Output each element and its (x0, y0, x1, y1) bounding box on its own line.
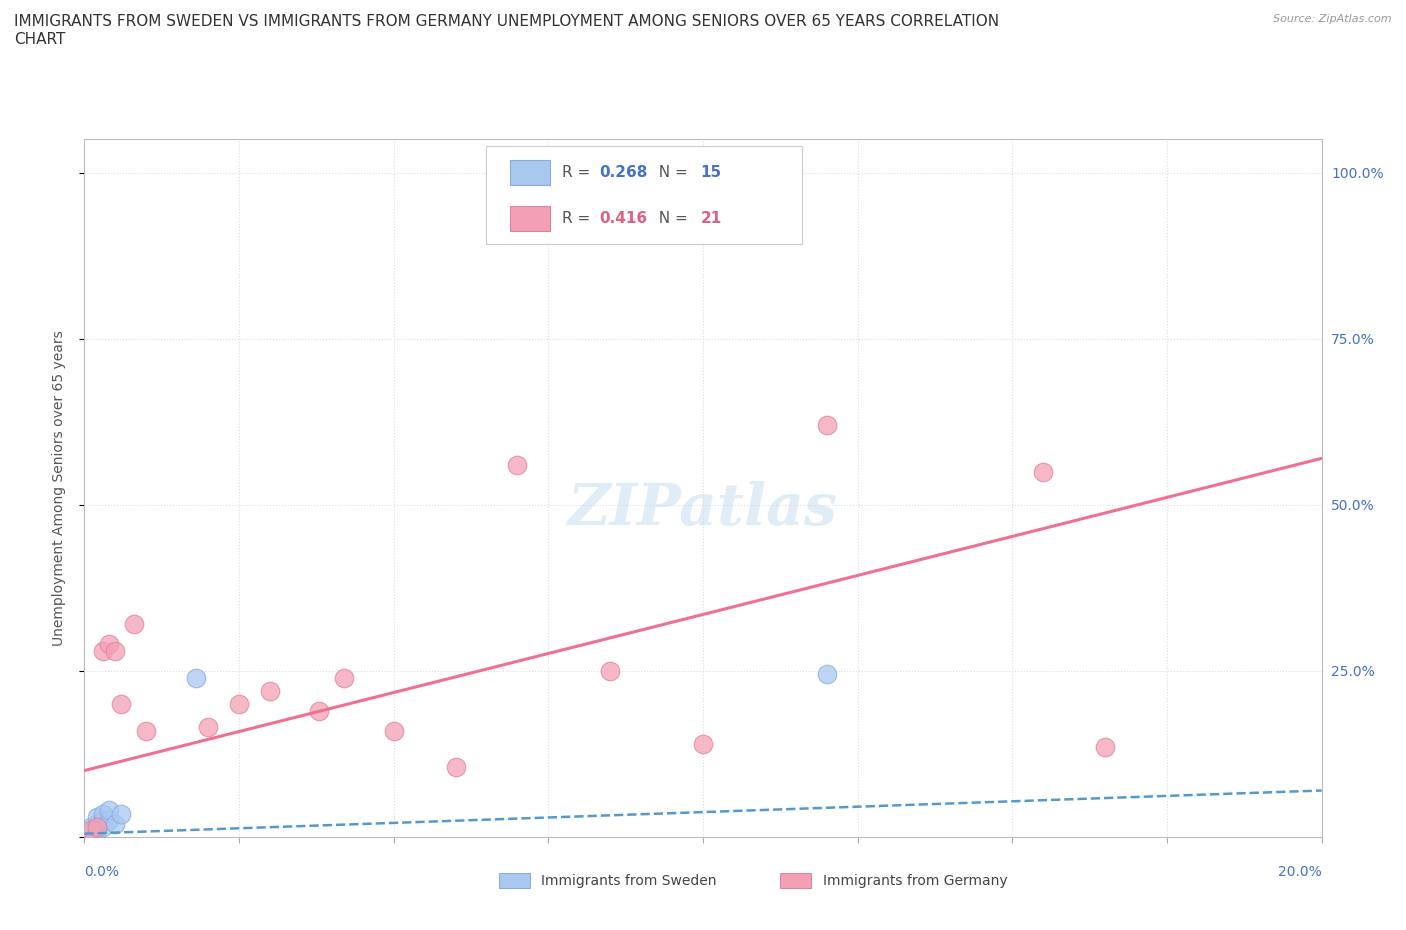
Point (79, 823, 101, 838)
Point (86, 810, 108, 825)
Point (308, 703, 330, 718)
Text: 0.416: 0.416 (599, 211, 647, 226)
FancyBboxPatch shape (510, 206, 550, 231)
Point (91, 644, 114, 658)
Y-axis label: Unemployment Among Seniors over 65 years: Unemployment Among Seniors over 65 years (52, 330, 66, 646)
Point (98, 637, 121, 652)
Point (91, 813, 114, 828)
Point (259, 684, 281, 698)
Point (110, 806, 132, 821)
Text: CHART: CHART (14, 32, 66, 46)
Point (184, 671, 207, 685)
Point (815, 667, 838, 682)
Point (228, 697, 250, 711)
Point (444, 760, 467, 775)
Text: Immigrants from Sweden: Immigrants from Sweden (541, 873, 717, 888)
Text: 0.0%: 0.0% (84, 865, 120, 879)
Text: R =: R = (562, 165, 595, 179)
Bar (780, 873, 811, 888)
Text: IMMIGRANTS FROM SWEDEN VS IMMIGRANTS FROM GERMANY UNEMPLOYMENT AMONG SENIORS OVE: IMMIGRANTS FROM SWEDEN VS IMMIGRANTS FRO… (14, 14, 1000, 29)
Point (122, 617, 145, 631)
Text: R =: R = (562, 211, 595, 226)
Point (104, 644, 127, 658)
Point (86, 823, 108, 838)
Text: ZIPatlas: ZIPatlas (568, 481, 838, 538)
Point (333, 671, 356, 685)
Point (79, 826, 101, 841)
Point (91, 806, 114, 821)
FancyBboxPatch shape (486, 147, 801, 245)
Text: 20.0%: 20.0% (1278, 865, 1322, 879)
Point (86, 817, 108, 831)
Point (1094, 740, 1116, 755)
Point (79, 823, 101, 838)
Text: 15: 15 (700, 165, 721, 179)
Text: N =: N = (648, 165, 692, 179)
Text: 21: 21 (700, 211, 721, 226)
Point (135, 724, 157, 738)
FancyBboxPatch shape (510, 160, 550, 185)
Point (79, 819, 101, 834)
Point (815, 418, 838, 432)
Point (104, 817, 127, 831)
Point (692, 737, 714, 751)
Point (98, 803, 121, 817)
Text: Source: ZipAtlas.com: Source: ZipAtlas.com (1274, 14, 1392, 24)
Text: 0.268: 0.268 (599, 165, 647, 179)
Text: N =: N = (648, 211, 692, 226)
Text: Immigrants from Germany: Immigrants from Germany (823, 873, 1007, 888)
Point (1032, 464, 1054, 479)
Point (110, 697, 132, 711)
Bar (499, 873, 530, 888)
Point (382, 724, 405, 738)
Point (599, 663, 621, 678)
Point (197, 720, 219, 735)
Point (91, 819, 114, 834)
Point (98, 813, 121, 828)
Point (506, 458, 529, 472)
Point (86, 819, 108, 834)
